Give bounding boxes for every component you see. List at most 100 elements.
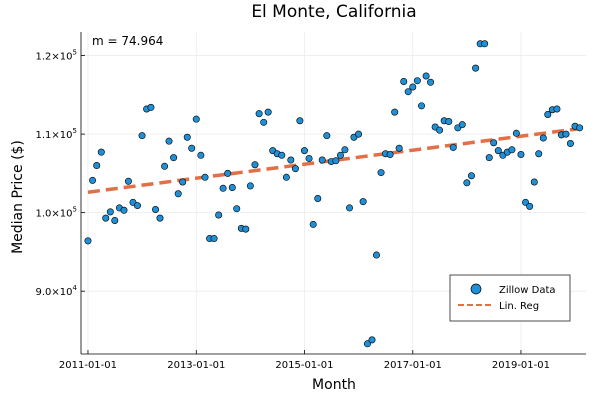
slope-annotation: m = 74.964 xyxy=(92,34,163,48)
data-point xyxy=(102,214,110,222)
data-point xyxy=(517,151,525,159)
data-point xyxy=(372,251,380,259)
data-point xyxy=(409,83,417,91)
data-point xyxy=(246,182,254,190)
data-point xyxy=(458,121,466,129)
data-point xyxy=(124,177,132,185)
data-point xyxy=(427,78,435,86)
scatter-points xyxy=(84,40,584,348)
data-point xyxy=(170,154,178,162)
legend-scatter-marker xyxy=(470,283,482,295)
data-point xyxy=(463,179,471,187)
data-point xyxy=(481,40,489,48)
data-point xyxy=(413,77,421,85)
data-point xyxy=(111,216,119,224)
data-point xyxy=(147,103,155,111)
data-point xyxy=(508,146,516,154)
data-point xyxy=(219,184,227,192)
data-point xyxy=(377,169,385,177)
data-point xyxy=(152,205,160,213)
data-point xyxy=(84,237,92,245)
data-point xyxy=(526,202,534,210)
x-tick-label: 2011-01-01 xyxy=(59,360,117,371)
data-point xyxy=(445,118,453,126)
data-point xyxy=(260,118,268,126)
data-point xyxy=(400,77,408,85)
data-point xyxy=(467,172,475,180)
data-point xyxy=(233,205,241,213)
data-point xyxy=(197,151,205,159)
data-point xyxy=(278,151,286,159)
data-point xyxy=(138,132,146,140)
plot-frame xyxy=(80,32,586,355)
data-point xyxy=(363,340,371,348)
y-tick-label: 1.2×105 xyxy=(36,49,77,63)
chart-title: El Monte, California xyxy=(251,2,416,22)
data-point xyxy=(368,336,376,344)
data-point xyxy=(530,178,538,186)
data-point xyxy=(291,165,299,173)
data-point xyxy=(553,105,561,113)
data-point xyxy=(210,235,218,243)
data-point xyxy=(436,126,444,134)
data-point xyxy=(535,150,543,158)
y-ticks: 9.0×104 1.0×105 1.1×105 1.2×105 xyxy=(36,49,85,298)
data-point xyxy=(395,144,403,152)
data-point xyxy=(188,144,196,152)
x-axis-label: Month xyxy=(312,377,356,393)
data-point xyxy=(359,198,367,206)
data-point xyxy=(264,108,272,116)
data-point xyxy=(323,132,331,140)
data-point xyxy=(174,190,182,198)
data-point xyxy=(251,161,259,169)
data-point xyxy=(255,110,263,118)
data-point xyxy=(201,173,209,181)
regression-line-group xyxy=(87,126,580,194)
data-point xyxy=(544,110,552,118)
legend-box xyxy=(449,274,571,322)
data-point xyxy=(494,147,502,155)
data-point xyxy=(341,146,349,154)
data-point xyxy=(305,154,313,162)
data-point xyxy=(228,184,236,192)
x-ticks: 2011-01-01 2013-01-01 2015-01-01 2017-01-01… xyxy=(59,350,550,371)
data-point xyxy=(472,64,480,72)
x-tick-label: 2019-01-01 xyxy=(492,360,550,371)
data-point xyxy=(336,151,344,159)
data-point xyxy=(97,148,105,156)
data-point xyxy=(192,115,200,123)
data-point xyxy=(300,147,308,155)
data-point xyxy=(391,108,399,116)
y-tick-label: 1.0×105 xyxy=(36,206,77,220)
data-point xyxy=(485,154,493,162)
data-point xyxy=(161,162,169,170)
legend-label-zillow: Zillow Data xyxy=(499,285,556,296)
data-point xyxy=(106,208,114,216)
data-point xyxy=(355,130,363,138)
x-tick-label: 2015-01-01 xyxy=(275,360,333,371)
data-point xyxy=(490,139,498,147)
grid xyxy=(81,32,586,354)
regression-line xyxy=(87,126,580,194)
data-point xyxy=(566,140,574,148)
y-axis-label: Median Price ($) xyxy=(10,140,26,254)
data-point xyxy=(179,178,187,186)
data-point xyxy=(404,88,412,96)
data-point xyxy=(309,220,317,228)
data-point xyxy=(215,211,223,219)
y-tick-label: 1.1×105 xyxy=(36,127,77,141)
data-point xyxy=(539,134,547,142)
data-point xyxy=(183,133,191,141)
data-point xyxy=(576,124,584,132)
data-point xyxy=(386,151,394,159)
data-point xyxy=(93,162,101,170)
legend: Zillow Data Lin. Reg xyxy=(449,274,571,322)
data-point xyxy=(287,156,295,164)
data-point xyxy=(282,173,290,181)
legend-label-linreg: Lin. Reg xyxy=(499,301,539,312)
y-tick-label: 9.0×104 xyxy=(36,284,78,298)
x-tick-label: 2017-01-01 xyxy=(384,360,442,371)
data-point xyxy=(156,214,164,222)
